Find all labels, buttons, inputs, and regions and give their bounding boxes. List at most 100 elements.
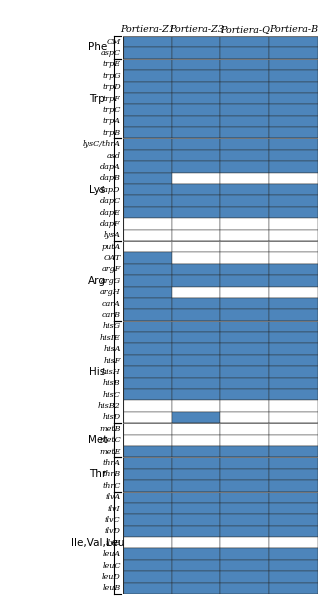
Bar (123, 446, 172, 457)
Text: thrC: thrC (102, 482, 121, 490)
Bar (123, 196, 172, 207)
Bar (172, 355, 220, 366)
Text: dapC: dapC (99, 197, 121, 205)
Bar (269, 150, 318, 161)
Bar (269, 230, 318, 241)
Bar (172, 446, 220, 457)
Bar (269, 104, 318, 116)
Bar (269, 310, 318, 320)
Bar (220, 139, 269, 150)
Bar (269, 47, 318, 59)
Bar (123, 560, 172, 571)
Text: ilvD: ilvD (105, 527, 121, 535)
Bar (269, 82, 318, 93)
Text: metC: metC (99, 436, 121, 444)
Bar (269, 446, 318, 457)
Text: argF: argF (101, 265, 121, 274)
Bar (172, 59, 220, 70)
Text: Portiera-Q: Portiera-Q (220, 25, 270, 34)
Bar (269, 275, 318, 287)
Bar (172, 526, 220, 537)
Bar (123, 127, 172, 139)
Bar (123, 161, 172, 173)
Bar (172, 377, 220, 389)
Bar (172, 503, 220, 514)
Bar (123, 571, 172, 583)
Bar (220, 59, 269, 70)
Text: hisB2: hisB2 (98, 402, 121, 410)
Bar (269, 423, 318, 434)
Bar (220, 548, 269, 560)
Bar (220, 583, 269, 594)
Bar (220, 434, 269, 446)
Text: Lys: Lys (89, 185, 106, 195)
Bar (269, 343, 318, 355)
Bar (220, 526, 269, 537)
Bar (220, 161, 269, 173)
Bar (123, 104, 172, 116)
Bar (123, 139, 172, 150)
Text: hisIE: hisIE (100, 334, 121, 342)
Text: ilvC: ilvC (105, 516, 121, 524)
Text: argH: argH (100, 288, 121, 296)
Bar (269, 389, 318, 400)
Bar (123, 116, 172, 127)
Bar (123, 526, 172, 537)
Bar (220, 150, 269, 161)
Text: asd: asd (107, 152, 121, 160)
Bar (220, 275, 269, 287)
Text: trpB: trpB (103, 129, 121, 137)
Bar (220, 298, 269, 310)
Bar (269, 253, 318, 264)
Bar (220, 70, 269, 82)
Bar (269, 469, 318, 480)
Bar (123, 503, 172, 514)
Bar (172, 82, 220, 93)
Bar (172, 434, 220, 446)
Bar (172, 389, 220, 400)
Text: lysA: lysA (104, 231, 121, 239)
Bar (172, 366, 220, 377)
Text: Portiera-Z1: Portiera-Z1 (120, 25, 175, 34)
Bar (172, 310, 220, 320)
Bar (123, 583, 172, 594)
Bar (172, 400, 220, 412)
Text: ilvA: ilvA (105, 493, 121, 501)
Bar (269, 184, 318, 196)
Bar (220, 104, 269, 116)
Bar (220, 241, 269, 253)
Bar (172, 253, 220, 264)
Bar (269, 560, 318, 571)
Text: trpE: trpE (103, 61, 121, 68)
Bar (123, 184, 172, 196)
Bar (220, 207, 269, 218)
Bar (220, 253, 269, 264)
Text: Portiera-Z3: Portiera-Z3 (169, 25, 223, 34)
Bar (123, 36, 172, 47)
Bar (269, 287, 318, 298)
Bar (269, 218, 318, 230)
Bar (269, 583, 318, 594)
Bar (220, 514, 269, 526)
Bar (269, 400, 318, 412)
Text: leuC: leuC (102, 562, 121, 569)
Bar (172, 537, 220, 548)
Bar (123, 332, 172, 343)
Bar (172, 93, 220, 104)
Bar (123, 59, 172, 70)
Text: trpC: trpC (102, 106, 121, 114)
Text: carA: carA (102, 299, 121, 308)
Bar (269, 161, 318, 173)
Bar (123, 298, 172, 310)
Bar (220, 571, 269, 583)
Bar (172, 583, 220, 594)
Bar (123, 457, 172, 469)
Bar (269, 127, 318, 139)
Bar (269, 196, 318, 207)
Text: Arg: Arg (88, 276, 106, 286)
Text: metE: metE (99, 448, 121, 455)
Bar (220, 389, 269, 400)
Bar (123, 93, 172, 104)
Bar (269, 173, 318, 184)
Bar (123, 47, 172, 59)
